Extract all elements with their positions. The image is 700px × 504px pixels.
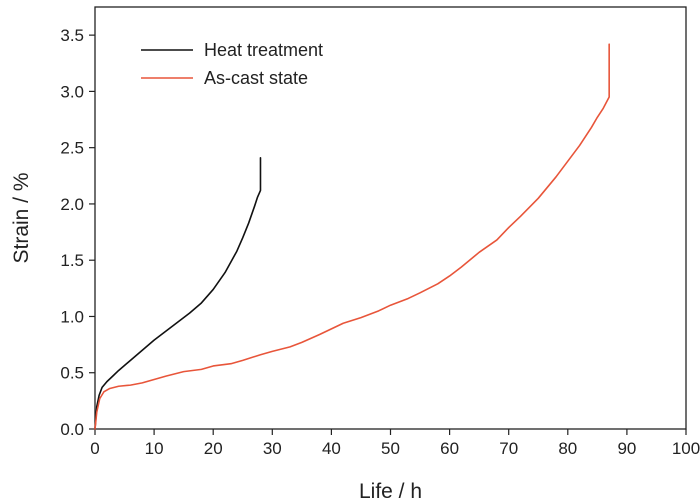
x-tick-label-40: 40 xyxy=(322,439,341,458)
y-tick-label-1: 1.0 xyxy=(60,307,84,326)
x-tick-label-30: 30 xyxy=(263,439,282,458)
y-tick-label-3: 3.0 xyxy=(60,82,84,101)
series-line-heat-treatment xyxy=(94,156,262,430)
x-tick-label-60: 60 xyxy=(440,439,459,458)
x-tick-label-20: 20 xyxy=(204,439,223,458)
x-tick-label-10: 10 xyxy=(145,439,164,458)
x-axis-title: Life / h xyxy=(359,480,422,503)
y-tick-label-2.5: 2.5 xyxy=(60,139,84,158)
axis-ticks xyxy=(89,34,687,435)
legend-label-as-cast-state: As-cast state xyxy=(204,68,308,88)
y-tick-label-0: 0.0 xyxy=(60,420,84,439)
y-tick-label-2: 2.0 xyxy=(60,195,84,214)
y-axis-title: Strain / % xyxy=(10,172,33,263)
y-tick-label-3.5: 3.5 xyxy=(60,26,84,45)
legend: Heat treatment As-cast state xyxy=(141,40,323,88)
plot-frame xyxy=(94,6,687,430)
x-tick-label-90: 90 xyxy=(617,439,636,458)
x-tick-label-0: 0 xyxy=(90,439,99,458)
y-tick-label-0.5: 0.5 xyxy=(60,364,84,383)
series-lines xyxy=(94,43,610,430)
x-tick-label-100: 100 xyxy=(672,439,700,458)
x-tick-label-80: 80 xyxy=(558,439,577,458)
x-tick-label-50: 50 xyxy=(381,439,400,458)
y-tick-label-1.5: 1.5 xyxy=(60,251,84,270)
x-tick-label-70: 70 xyxy=(499,439,518,458)
legend-label-heat-treatment: Heat treatment xyxy=(204,40,323,60)
axis-tick-labels: 0 10 20 30 40 50 60 70 80 90 100 0.0 0.5 1.0 1.5 2.0 2.5… xyxy=(60,26,700,458)
series-line-as-cast-state xyxy=(94,43,610,430)
